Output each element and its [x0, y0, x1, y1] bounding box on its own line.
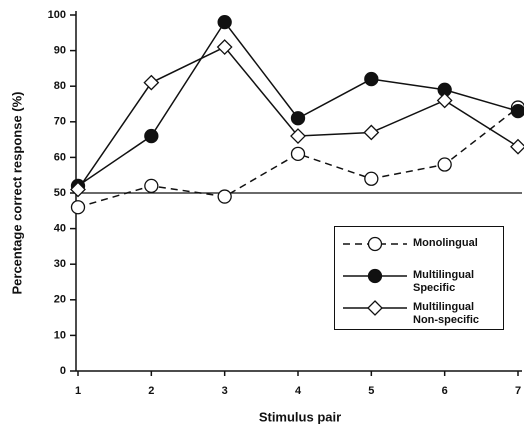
series-line: [77, 20, 519, 187]
legend-symbol: [343, 236, 407, 252]
marker: [437, 157, 452, 172]
marker: [143, 74, 160, 91]
legend-label: Multilingual Non-specific: [413, 301, 480, 326]
x-tick-label: 6: [442, 385, 448, 397]
marker: [144, 178, 159, 194]
marker: [364, 71, 379, 87]
y-axis-title: Percentage correct response (%): [9, 91, 24, 294]
marker: [363, 124, 380, 141]
marker: [70, 181, 86, 198]
marker: [510, 138, 524, 155]
x-tick-label: 1: [75, 385, 81, 397]
y-tick-label: 50: [54, 187, 66, 199]
marker: [290, 146, 306, 161]
y-tick-label: 20: [54, 294, 66, 306]
marker: [144, 128, 159, 144]
y-tick-label: 40: [54, 223, 66, 235]
y-tick-label: 80: [54, 80, 66, 92]
x-tick-label: 3: [222, 385, 228, 397]
x-tick-label: 4: [295, 385, 302, 397]
y-tick-label: 0: [60, 365, 66, 377]
x-tick-label: 5: [368, 385, 374, 397]
marker: [70, 200, 86, 215]
y-tick-label: 70: [54, 116, 66, 128]
marker: [367, 268, 383, 284]
x-tick-label: 7: [515, 385, 521, 397]
x-tick-label: 2: [148, 385, 154, 397]
legend-symbol: [343, 300, 407, 316]
legend-label: Multilingual Specific: [413, 269, 475, 294]
y-tick-label: 100: [48, 9, 66, 21]
legend-label: Monolingual: [413, 237, 478, 249]
marker: [290, 128, 306, 144]
legend: Monolingual Multilingual Specific Multilin…: [334, 226, 504, 330]
legend-symbol: [343, 268, 407, 284]
marker: [216, 39, 233, 55]
marker: [510, 103, 524, 119]
marker: [367, 300, 383, 316]
x-axis-title: Stimulus pair: [259, 409, 341, 424]
y-tick-label: 60: [54, 151, 66, 163]
marker: [290, 111, 306, 126]
y-tick-label: 10: [54, 329, 66, 341]
y-tick-label: 30: [54, 258, 66, 270]
marker: [364, 171, 379, 186]
y-tick-label: 90: [54, 45, 66, 57]
marker: [367, 236, 383, 252]
marker: [217, 189, 232, 204]
marker: [436, 92, 453, 109]
marker: [217, 14, 232, 30]
